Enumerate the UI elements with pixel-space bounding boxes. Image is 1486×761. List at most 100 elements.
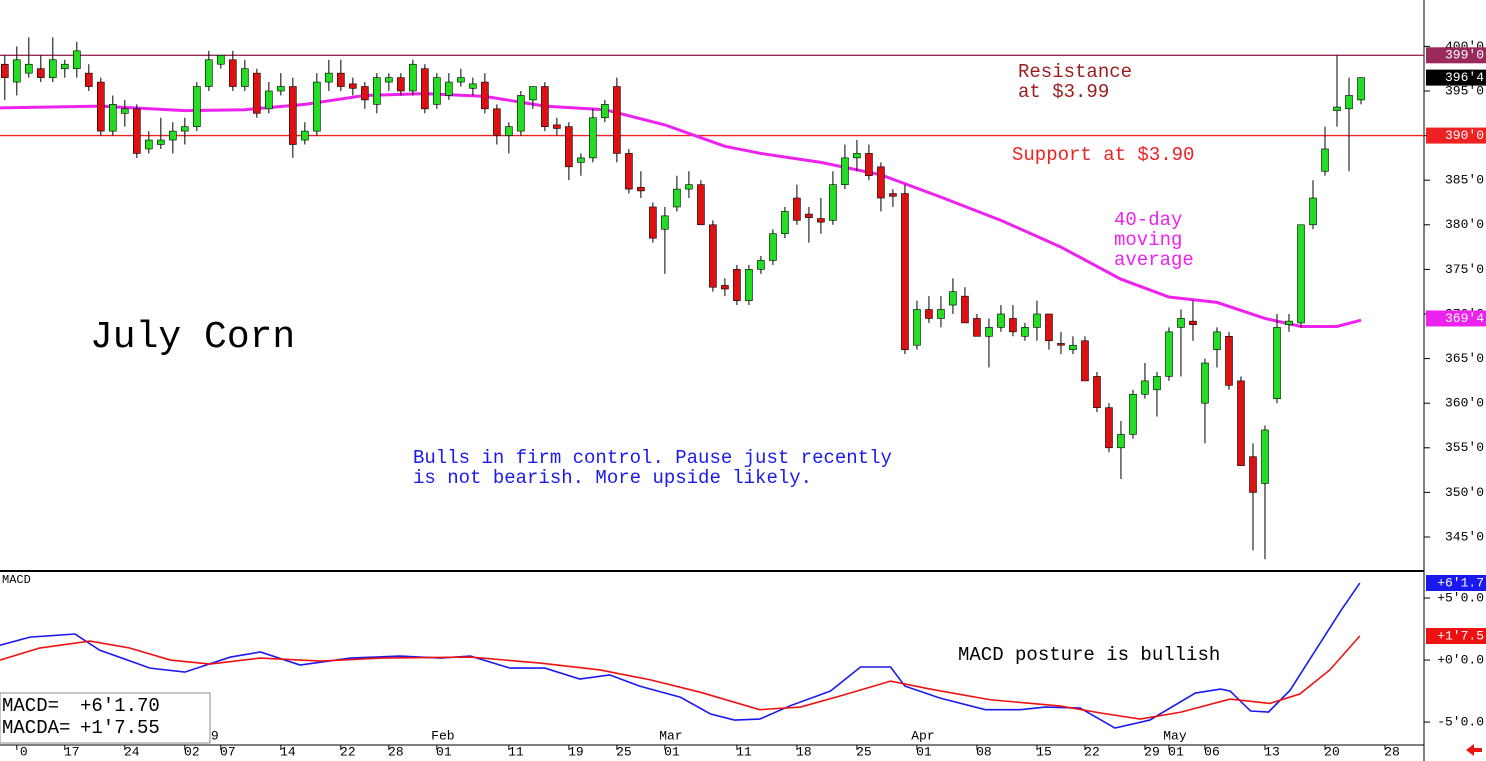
candle-body <box>37 68 45 78</box>
x-tick-label: 11 <box>736 744 752 759</box>
candle-body <box>1153 376 1161 391</box>
y-tick-label: 375'0 <box>1445 262 1484 277</box>
y-tick-label: 385'0 <box>1445 173 1484 188</box>
candle-body <box>409 63 417 92</box>
annotation: moving <box>1114 229 1182 251</box>
candle-body <box>97 81 105 132</box>
candle-body <box>625 153 633 190</box>
candle-body <box>337 72 345 87</box>
candle-body <box>205 59 213 87</box>
candle-body <box>661 215 669 230</box>
candle-body <box>253 72 261 114</box>
candle-body <box>553 124 561 129</box>
candle-body <box>277 86 285 92</box>
readout-box <box>0 692 211 744</box>
candle-body <box>1105 407 1113 449</box>
value-tag <box>1426 628 1486 645</box>
value-tag <box>1426 575 1486 592</box>
scroll-arrow[interactable] <box>1466 744 1482 756</box>
candle-body <box>157 139 165 145</box>
x-tick-label: 01 <box>916 744 932 759</box>
candle-body <box>829 184 837 221</box>
x-tick-label: 06 <box>1204 744 1220 759</box>
x-tick-label: 22 <box>1084 744 1100 759</box>
candle-body <box>1033 313 1041 328</box>
chart-title: July Corn <box>90 316 295 359</box>
candle-body <box>685 184 693 190</box>
x-tick-label: 22 <box>340 744 356 759</box>
x-tick-label: 01 <box>436 744 452 759</box>
candle-body <box>709 224 717 288</box>
x-tick-label: 28 <box>388 744 404 759</box>
candle-body <box>997 313 1005 328</box>
candle-body <box>169 130 177 141</box>
candle-body <box>649 206 657 239</box>
candle-body <box>805 213 813 218</box>
candle-body <box>937 309 945 319</box>
x-tick-label: 13 <box>1264 744 1280 759</box>
candle-body <box>673 188 681 208</box>
x-tick-label: 0 <box>20 744 28 759</box>
candle-body <box>313 81 321 132</box>
candle-body <box>1165 331 1173 377</box>
x-tick-label: 01 <box>664 744 680 759</box>
value-tag <box>1426 69 1486 86</box>
candle-body <box>757 260 765 270</box>
candle-body <box>289 86 297 145</box>
candle-body <box>145 139 153 150</box>
candle-body <box>985 327 993 337</box>
candle-body <box>577 157 585 163</box>
candle-body <box>841 157 849 185</box>
candle-body <box>961 295 969 324</box>
candle-body <box>325 72 333 83</box>
candle-body <box>529 86 537 101</box>
month-label: Feb <box>431 728 454 743</box>
y-tick-label: -5'0.0 <box>1437 714 1484 729</box>
candle-body <box>421 68 429 110</box>
candle-body <box>769 233 777 261</box>
macd-annotation: MACD posture is bullish <box>958 644 1220 666</box>
candle-body <box>241 68 249 87</box>
candle-body <box>181 126 189 132</box>
candle-body <box>1309 197 1317 226</box>
annotation: Bulls in firm control. Pause just recent… <box>413 447 892 469</box>
candle-body <box>865 153 873 177</box>
candle-body <box>1093 376 1101 408</box>
candle-body <box>1009 318 1017 333</box>
candle-body <box>1357 77 1365 101</box>
y-tick-label: 350'0 <box>1445 485 1484 500</box>
readout-value: +6'1.70 <box>80 695 160 717</box>
candle-body <box>1057 343 1065 346</box>
level-tag-label: 390'0 <box>1445 128 1484 143</box>
macd-line <box>0 582 1361 729</box>
level-tag <box>1426 47 1486 64</box>
candle-body <box>697 184 705 226</box>
candle-body <box>433 77 441 105</box>
candle-body <box>1273 327 1281 400</box>
x-tick-label: 02 <box>184 744 200 759</box>
candle-body <box>457 77 465 83</box>
candle-body <box>1333 106 1341 111</box>
candle-body <box>1 63 9 78</box>
candle-body <box>493 108 501 136</box>
month-label: Apr <box>911 728 934 743</box>
candle-body <box>61 63 69 69</box>
x-tick-label: 14 <box>280 744 296 759</box>
candle-body <box>1045 313 1053 342</box>
candle-body <box>1237 380 1245 466</box>
candle-body <box>13 59 21 83</box>
candle-body <box>793 197 801 221</box>
candle-body <box>1345 95 1353 110</box>
candle-body <box>193 86 201 127</box>
moving-average <box>0 92 1362 328</box>
candle-body <box>817 218 825 223</box>
candle-body <box>1321 148 1329 172</box>
annotation: average <box>1114 249 1194 271</box>
candle-body <box>877 166 885 199</box>
candle-body <box>73 50 81 69</box>
y-tick-label: 365'0 <box>1445 351 1484 366</box>
y-tick-label: 395'0 <box>1445 83 1484 98</box>
candle-body <box>613 86 621 154</box>
candle-body <box>301 130 309 141</box>
